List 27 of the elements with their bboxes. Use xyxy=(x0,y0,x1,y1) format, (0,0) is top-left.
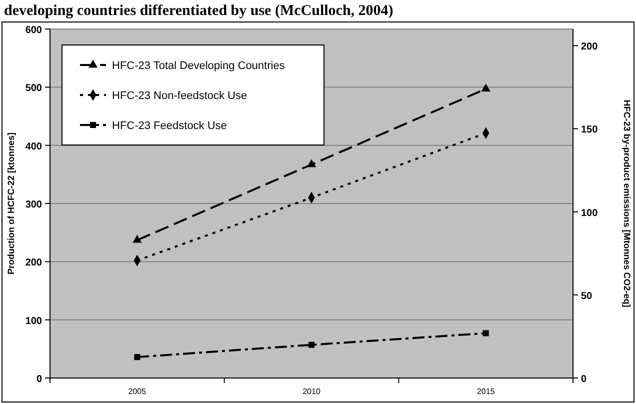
x-tick-label: 2010 xyxy=(302,387,321,396)
y-tick-label: 400 xyxy=(25,141,42,152)
chart-title: developing countries differentiated by use (McCulloch, 2004) xyxy=(4,3,394,19)
x-tick-label: 2005 xyxy=(128,387,147,396)
y-tick-label: 600 xyxy=(25,25,42,36)
y-axis-title: Production of HCFC-22 [ktonnes] xyxy=(6,132,16,274)
y-tick-label: 0 xyxy=(36,374,42,385)
legend-label: HFC-23 Total Developing Countries xyxy=(112,60,286,72)
point xyxy=(132,234,142,243)
y2-axis-title: HFC-23 by-product emissions [Mtonnes CO2-eq] xyxy=(622,100,632,308)
y2-tick-label: 200 xyxy=(581,42,598,53)
y2-tick-label: 50 xyxy=(581,290,593,302)
y2-tick-label: 100 xyxy=(581,208,598,219)
y-tick-label: 500 xyxy=(25,83,42,94)
y-tick-label: 100 xyxy=(25,316,42,327)
point xyxy=(308,342,314,348)
y2-tick-label: 150 xyxy=(581,124,598,136)
y-tick-label: 300 xyxy=(25,200,42,210)
x-tick-label: 2015 xyxy=(476,387,496,396)
point xyxy=(482,330,489,336)
legend-label: HFC-23 Feedstock Use xyxy=(112,120,227,132)
point xyxy=(134,354,140,360)
point xyxy=(306,159,316,168)
y-tick-label: 200 xyxy=(25,258,42,269)
y2-tick-label: 0 xyxy=(581,374,587,385)
point xyxy=(481,84,490,92)
legend-label: HFC-23 Non-feedstock Use xyxy=(112,90,248,102)
